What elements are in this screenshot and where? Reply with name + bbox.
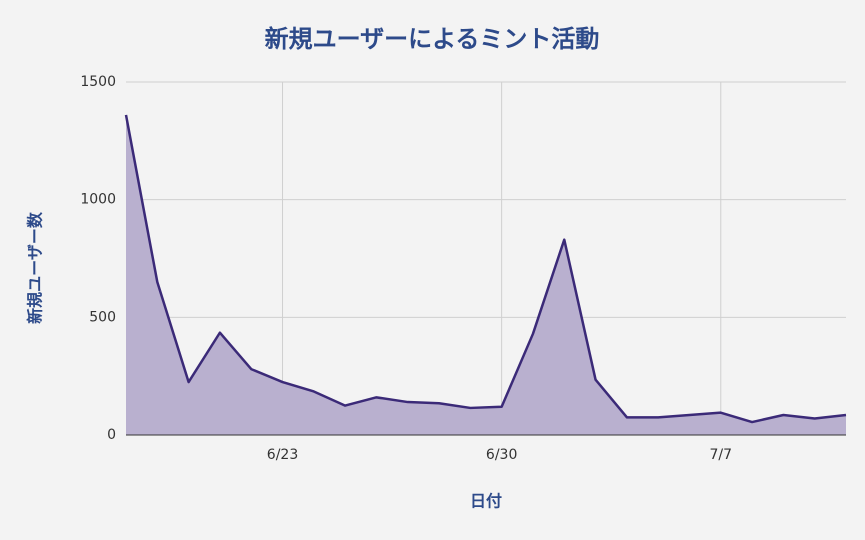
x-tick-label: 6/30 — [486, 447, 517, 463]
x-tick-label: 6/23 — [267, 447, 298, 463]
line — [124, 114, 847, 424]
area-fill — [126, 114, 846, 436]
y-tick-label: 500 — [89, 309, 116, 325]
y-tick-label: 1000 — [80, 192, 116, 208]
x-axis-label: 日付 — [470, 492, 502, 511]
y-tick-label: 0 — [107, 427, 116, 443]
chart-title: 新規ユーザーによるミント活動 — [265, 25, 600, 53]
y-axis-label: 新規ユーザー数 — [26, 211, 45, 324]
x-tick-label: 7/7 — [710, 447, 733, 463]
y-tick-label: 1500 — [80, 74, 116, 90]
